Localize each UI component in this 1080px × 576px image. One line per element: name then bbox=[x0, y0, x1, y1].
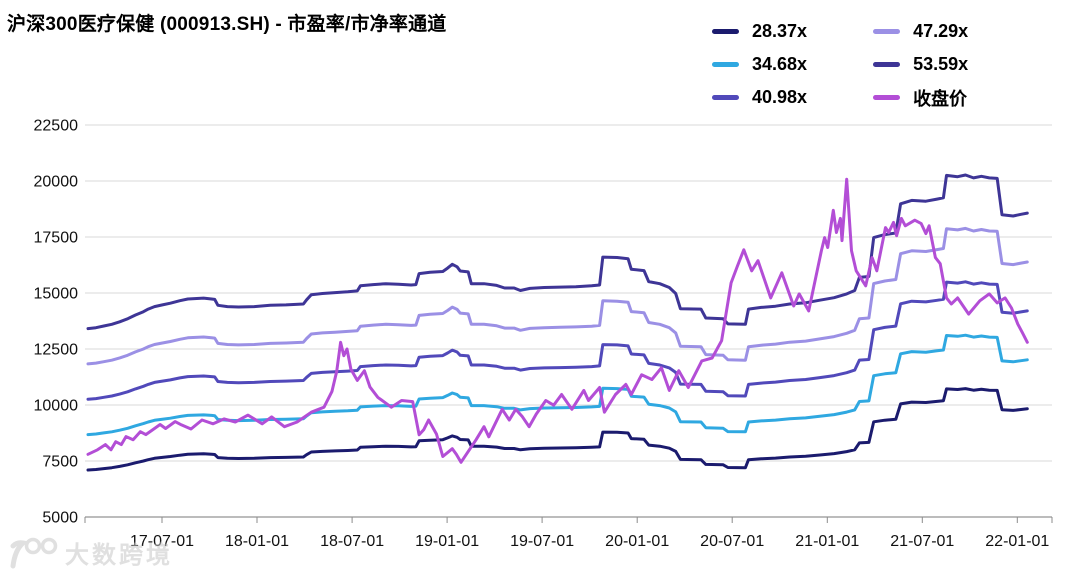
x-axis-labels: 17-07-01 18-01-01 18-07-01 19-01-01 19-07-01… bbox=[130, 533, 1049, 550]
legend-label: 47.29x bbox=[913, 21, 969, 41]
legend-item-53.59x: 53.59x bbox=[873, 53, 968, 76]
y-axis-label: 10000 bbox=[34, 398, 79, 415]
series-line-28.37x bbox=[86, 387, 1029, 472]
legend-label: 53.59x bbox=[913, 54, 969, 74]
x-axis-label: 19-07-01 bbox=[510, 533, 574, 550]
legend-marker-icon bbox=[712, 29, 739, 34]
series-line-34.68x bbox=[86, 333, 1029, 437]
legend-item-收盘价: 收盘价 bbox=[873, 86, 968, 109]
x-axis-label: 22-01-01 bbox=[985, 533, 1049, 550]
y-axis-label: 12500 bbox=[34, 342, 79, 359]
legend-label: 收盘价 bbox=[913, 88, 968, 109]
series-line-47.29x bbox=[86, 226, 1029, 366]
legend-label: 28.37x bbox=[752, 21, 808, 41]
page-title: 沪深300医疗保健 (000913.SH) - 市盈率/市净率通道 bbox=[7, 14, 447, 35]
legend-label: 40.98x bbox=[752, 87, 808, 107]
y-axis-label: 20000 bbox=[34, 174, 79, 191]
series-line-53.59x bbox=[86, 173, 1029, 331]
legend-marker-icon bbox=[712, 62, 739, 67]
y-axis-label: 7500 bbox=[42, 454, 78, 471]
x-axis-label: 21-07-01 bbox=[890, 533, 954, 550]
x-axis-ticks bbox=[84, 517, 1053, 523]
legend-label: 34.68x bbox=[752, 54, 808, 74]
legend-column: 28.37x 34.68x 40.98x bbox=[712, 20, 807, 109]
legend-item-47.29x: 47.29x bbox=[873, 20, 968, 43]
y-axis-label: 5000 bbox=[42, 510, 78, 527]
chart-legend: 28.37x 34.68x 40.98x 47.29x 53.59x 收盘价 bbox=[712, 20, 968, 109]
x-axis-label: 20-07-01 bbox=[700, 533, 764, 550]
x-axis-label: 17-07-01 bbox=[130, 533, 194, 550]
legend-item-40.98x: 40.98x bbox=[712, 86, 807, 109]
x-axis-label: 18-01-01 bbox=[225, 533, 289, 550]
series-line-收盘价 bbox=[86, 177, 1029, 464]
legend-item-34.68x: 34.68x bbox=[712, 53, 807, 76]
legend-column: 47.29x 53.59x 收盘价 bbox=[873, 20, 968, 109]
x-axis-label: 20-01-01 bbox=[605, 533, 669, 550]
legend-marker-icon bbox=[873, 62, 901, 67]
legend-marker-icon bbox=[712, 95, 739, 100]
series-lines bbox=[86, 173, 1029, 472]
y-axis-label: 15000 bbox=[34, 286, 79, 303]
legend-item-28.37x: 28.37x bbox=[712, 20, 807, 43]
legend-marker-icon bbox=[873, 29, 901, 34]
x-axis-label: 21-01-01 bbox=[795, 533, 859, 550]
y-axis-label: 22500 bbox=[34, 118, 79, 135]
series-line-40.98x bbox=[86, 280, 1029, 401]
x-axis-label: 18-07-01 bbox=[320, 533, 384, 550]
x-axis-label: 19-01-01 bbox=[415, 533, 479, 550]
legend-marker-icon bbox=[873, 95, 901, 100]
y-axis-label: 17500 bbox=[34, 230, 79, 247]
y-axis-labels: 5000 7500 10000 12500 15000 17500 20000 22500 bbox=[34, 118, 79, 527]
